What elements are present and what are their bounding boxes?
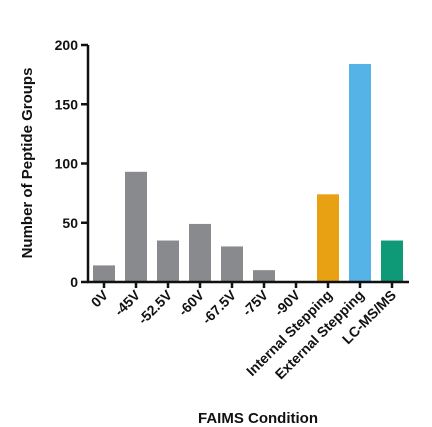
y-tick-label: 0 (70, 274, 78, 290)
bar-lc-ms-ms (381, 240, 403, 282)
y-tick-label: 50 (62, 215, 78, 231)
bar-60v (189, 223, 211, 282)
x-tick-label: -75V (239, 286, 272, 319)
bars-group (93, 63, 403, 283)
x-tick-label: -52.5V (135, 286, 176, 327)
x-axis-title: FAIMS Condition (198, 410, 318, 427)
y-tick-label: 200 (55, 37, 79, 53)
bar-75v (253, 270, 275, 282)
bar-67-5v (221, 246, 243, 282)
bar-internal-stepping (317, 194, 339, 282)
bar-0v (93, 265, 115, 282)
y-tick-label: 100 (55, 156, 79, 172)
x-tick-label: -67.5V (199, 286, 240, 327)
bar-52-5v (157, 240, 179, 282)
bar-45v (125, 171, 147, 282)
y-tick-label: 150 (55, 96, 79, 112)
y-ticks-group: 0 50 100 150 200 (55, 37, 88, 290)
y-axis-title: Number of Peptide Groups (19, 68, 36, 259)
bar-external-stepping (349, 63, 371, 283)
x-tick-label: 0V (88, 286, 112, 310)
